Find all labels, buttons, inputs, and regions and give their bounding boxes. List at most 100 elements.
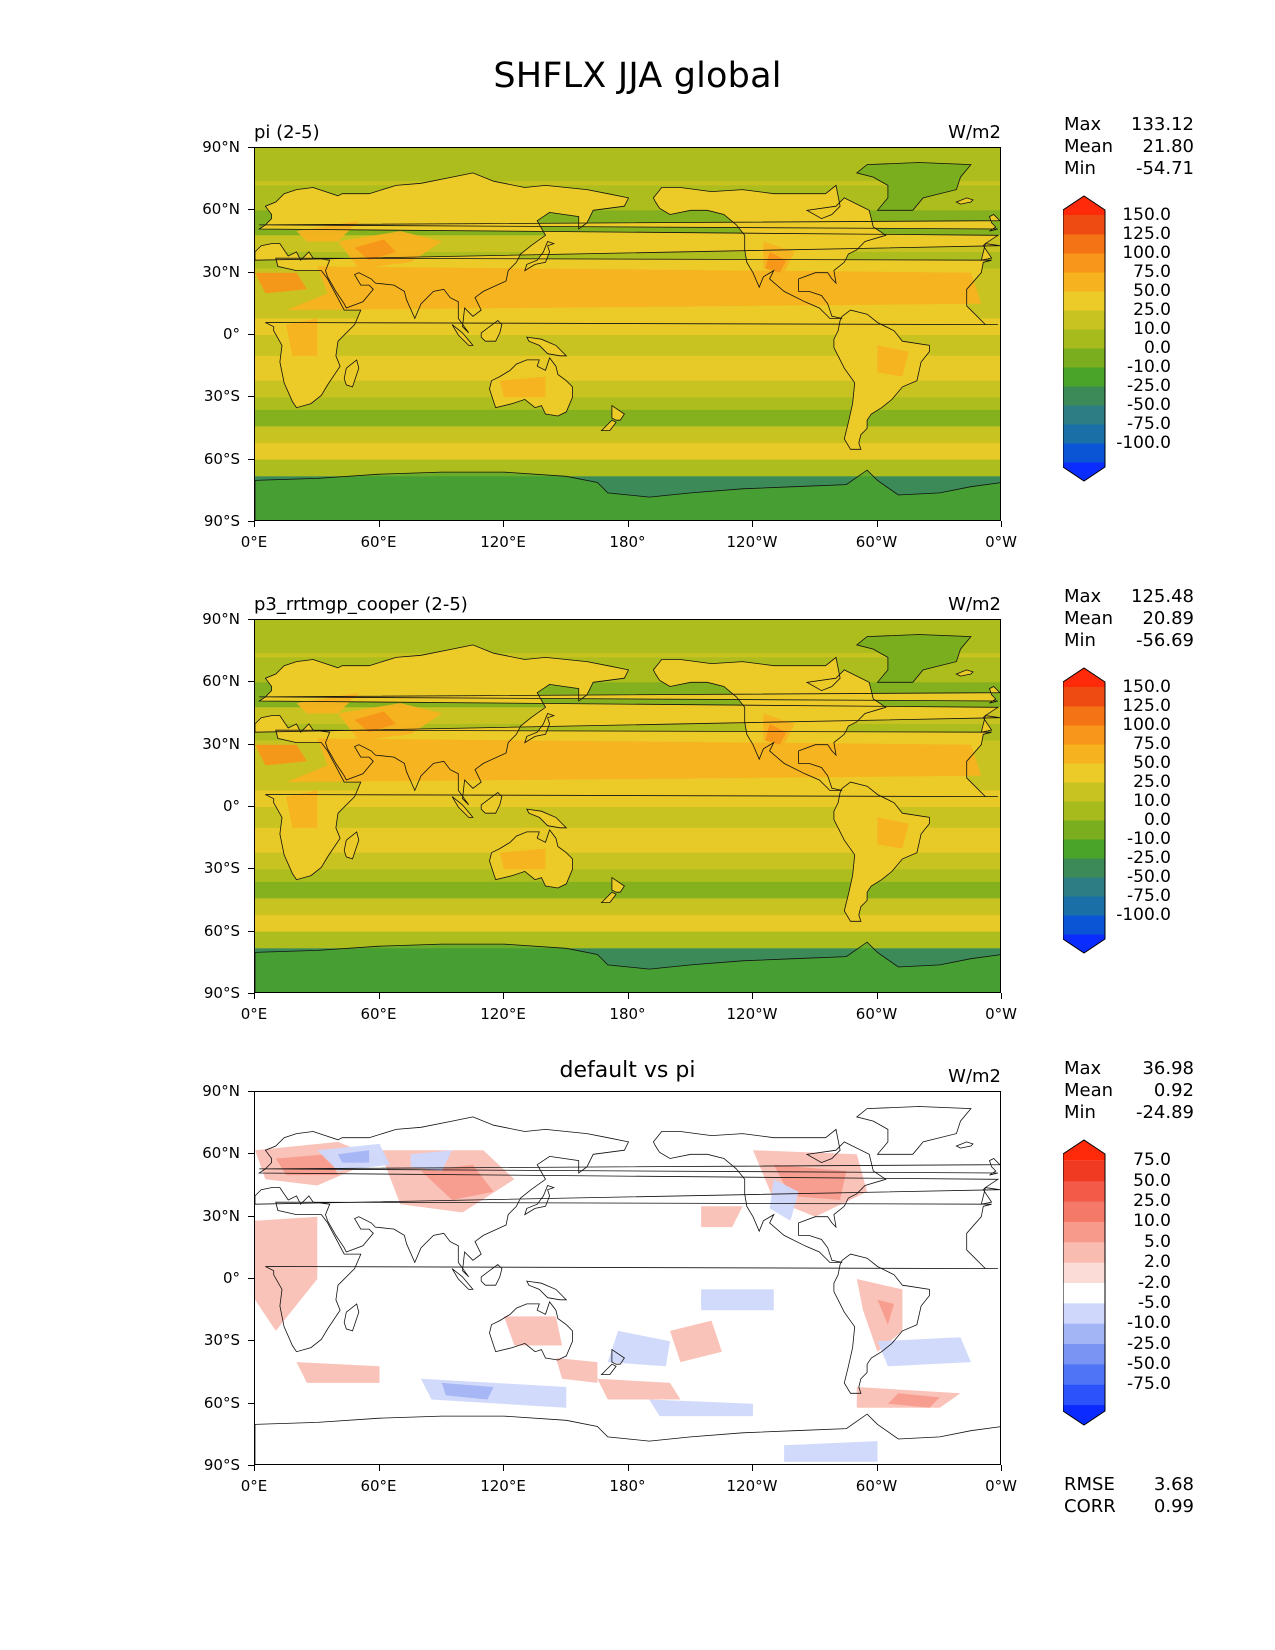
panel-title: default vs pi	[559, 1058, 696, 1083]
colorbar-label: 75.0	[1133, 734, 1171, 754]
y-tick-mark	[248, 396, 254, 398]
y-tick-label: 30°N	[202, 734, 240, 753]
y-tick-label: 60°N	[202, 672, 240, 691]
colorbar-label: 100.0	[1122, 715, 1171, 735]
x-tick-label: 120°E	[480, 1005, 526, 1023]
x-tick-mark	[876, 1465, 878, 1471]
x-tick-label: 180°	[609, 1477, 646, 1495]
stat-value: 0.92	[1153, 1080, 1194, 1101]
stat-label: Min	[1064, 1102, 1096, 1123]
x-tick-mark	[876, 993, 878, 999]
stat-value: 0.99	[1153, 1496, 1194, 1517]
stats-box: Max 133.12 Mean 21.80 Min -54.71	[1064, 114, 1194, 180]
colorbar-label: -5.0	[1137, 1292, 1171, 1313]
y-tick-label: 0°	[222, 1269, 240, 1287]
stat-row: Mean 0.92	[1064, 1080, 1194, 1102]
colorbar-label: 150.0	[1122, 205, 1171, 225]
colorbar-svg	[1062, 667, 1106, 954]
colorbar-label: -50.0	[1127, 1353, 1171, 1374]
x-tick-label: 120°W	[726, 533, 778, 551]
y-tick-mark	[248, 681, 254, 683]
colorbar-label: -25.0	[1127, 848, 1171, 868]
x-tick-label: 0°W	[985, 1005, 1017, 1023]
y-tick-mark	[248, 1278, 254, 1279]
panel-title: pi (2-5)	[254, 122, 320, 143]
y-tick-label: 90°S	[203, 1456, 240, 1474]
x-tick-mark	[503, 993, 504, 999]
stat-value: 125.48	[1131, 586, 1194, 607]
y-tick-label: 60°S	[203, 1393, 240, 1412]
y-tick-label: 0°	[222, 325, 240, 343]
stat-label: Mean	[1064, 136, 1114, 157]
x-tick-mark	[1001, 1465, 1002, 1471]
colorbar-label: 125.0	[1122, 224, 1171, 244]
x-tick-mark	[503, 1465, 504, 1471]
y-tick-label: 90°N	[202, 610, 240, 628]
colorbar-label: 10.0	[1133, 1211, 1171, 1232]
y-tick-label: 30°S	[203, 859, 240, 878]
x-tick-label: 120°E	[480, 533, 526, 551]
map-plot	[254, 1091, 1001, 1465]
stat-value: -24.89	[1135, 1102, 1194, 1123]
colorbar-label: -75.0	[1127, 886, 1171, 906]
y-tick-mark	[248, 1402, 254, 1404]
y-tick-label: 90°S	[203, 512, 240, 530]
map-plot	[254, 619, 1001, 993]
colorbar-label: -50.0	[1127, 867, 1171, 887]
x-tick-label: 60°W	[855, 1005, 898, 1023]
y-tick-mark	[248, 334, 254, 335]
stat-value: 133.12	[1131, 114, 1194, 135]
y-tick-mark	[248, 1153, 254, 1155]
colorbar-label: 2.0	[1143, 1252, 1171, 1273]
colorbar-label: 10.0	[1133, 791, 1171, 811]
y-tick-mark	[248, 458, 254, 460]
colorbar-svg	[1062, 195, 1106, 482]
x-tick-label: 60°W	[855, 533, 898, 551]
y-tick-mark	[248, 868, 254, 870]
stat-label: Min	[1064, 630, 1096, 651]
x-tick-label: 0°E	[240, 1477, 268, 1495]
x-tick-label: 180°	[609, 1005, 646, 1023]
x-tick-mark	[378, 1465, 380, 1471]
stat-value: -56.69	[1135, 630, 1194, 651]
units-label: W/m2	[948, 122, 1001, 143]
colorbar-label: 50.0	[1133, 281, 1171, 301]
y-tick-mark	[248, 147, 254, 148]
x-tick-mark	[378, 993, 380, 999]
stat-row: Min -54.71	[1064, 158, 1194, 180]
colorbar-label: 25.0	[1133, 300, 1171, 320]
y-tick-mark	[248, 1215, 254, 1217]
y-tick-label: 0°	[222, 797, 240, 815]
stat-row: CORR 0.99	[1064, 1496, 1194, 1518]
y-tick-mark	[248, 1465, 254, 1466]
stat-row: Max 125.48	[1064, 586, 1194, 608]
y-tick-label: 90°N	[202, 138, 240, 156]
x-tick-label: 0°E	[240, 1005, 268, 1023]
y-tick-mark	[248, 521, 254, 522]
y-tick-label: 30°N	[202, 262, 240, 281]
x-tick-mark	[254, 993, 255, 999]
map-svg	[255, 1092, 1000, 1464]
colorbar-label: 125.0	[1122, 696, 1171, 716]
x-tick-label: 0°W	[985, 1477, 1017, 1495]
x-tick-mark	[876, 521, 878, 527]
colorbar: 150.0 125.0 100.0 75.0 50.0 25.0 10.0 0.0 -10.0-…	[1062, 660, 1173, 960]
stat-label: Mean	[1064, 608, 1114, 629]
stat-value: -54.71	[1135, 158, 1194, 179]
stat-label: Max	[1064, 114, 1102, 135]
stat-label: Mean	[1064, 1080, 1114, 1101]
y-tick-label: 90°S	[203, 984, 240, 1002]
x-tick-mark	[254, 1465, 255, 1471]
x-tick-label: 120°W	[726, 1477, 778, 1495]
colorbar-label: 150.0	[1122, 677, 1171, 697]
x-tick-mark	[503, 521, 504, 527]
y-tick-label: 60°N	[202, 200, 240, 219]
x-tick-mark	[1001, 521, 1002, 527]
y-tick-mark	[248, 619, 254, 620]
colorbar-label: -2.0	[1137, 1272, 1171, 1293]
figure-title: SHFLX JJA global	[493, 56, 782, 96]
y-tick-label: 60°N	[202, 1144, 240, 1163]
colorbar-label: -25.0	[1127, 1333, 1171, 1354]
colorbar-label: -10.0	[1127, 1313, 1171, 1334]
stat-value: 36.98	[1142, 1058, 1194, 1079]
